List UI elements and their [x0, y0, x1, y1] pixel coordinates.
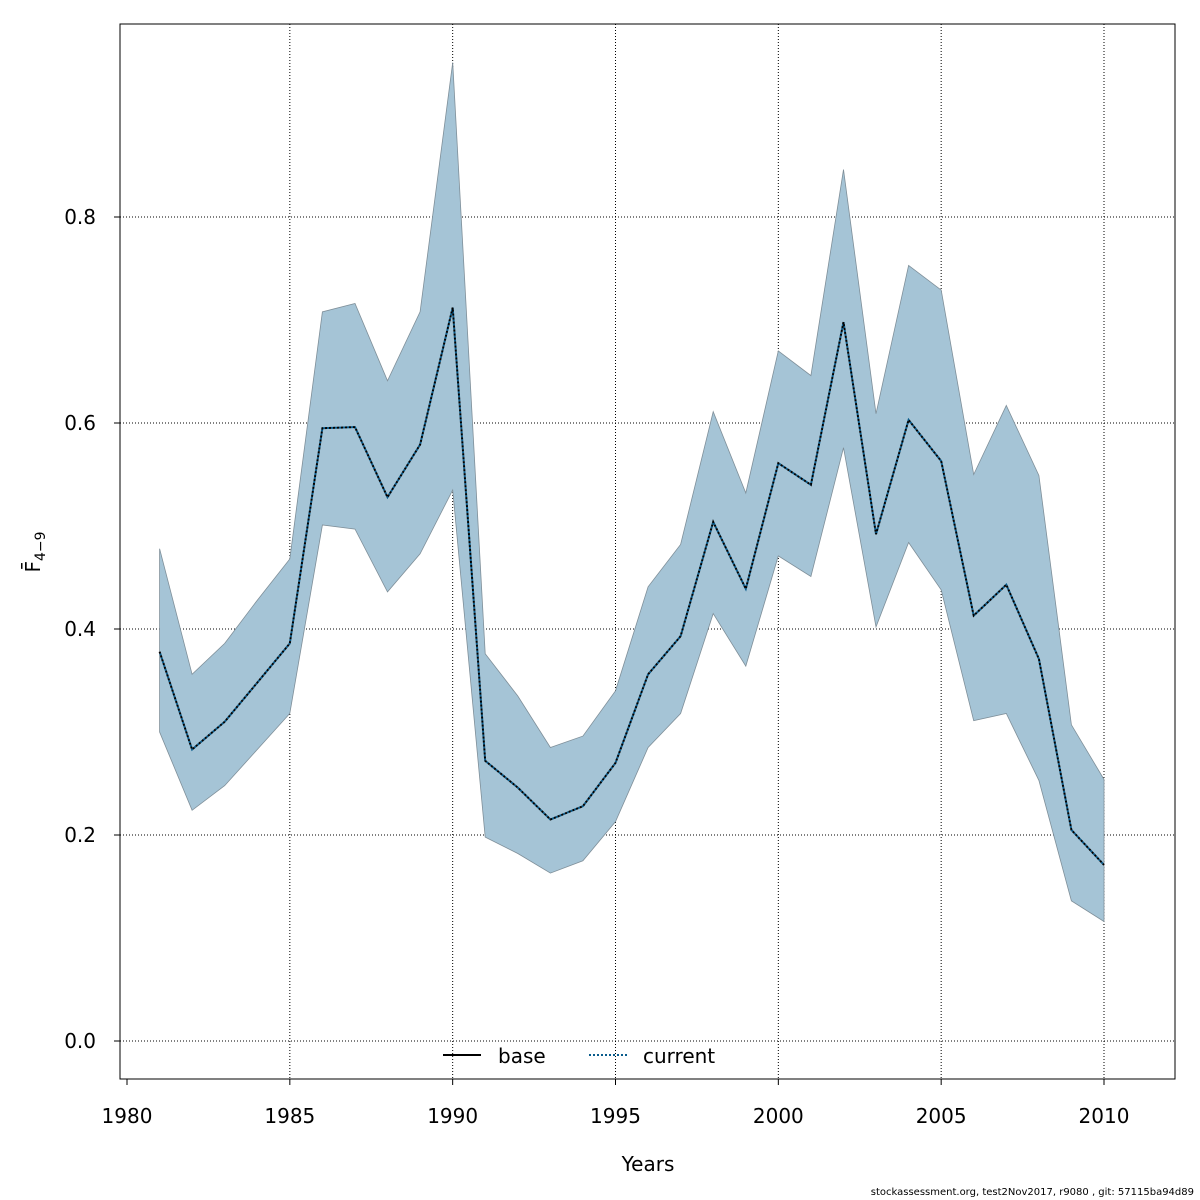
series-line-current — [158, 307, 1105, 866]
legend-label-base: base — [498, 1044, 546, 1068]
x-tick-label: 1990 — [427, 1104, 478, 1128]
y-tick-label: 0.2 — [64, 823, 96, 847]
x-axis-title: Years — [621, 1152, 675, 1176]
x-tick-label: 2010 — [1079, 1104, 1130, 1128]
y-tick-label: 0.6 — [64, 411, 96, 435]
y-tick-label: 0.0 — [64, 1029, 96, 1053]
series-line-current-secondary — [158, 307, 1105, 866]
x-tick-label: 1995 — [590, 1104, 641, 1128]
series-line-layer — [158, 307, 1105, 866]
legend: base current — [443, 1044, 715, 1068]
y-tick-label: 0.8 — [64, 205, 96, 229]
footer-credit: stockassessment.org, test2Nov2017, r9080… — [870, 1187, 1194, 1198]
x-tick-label: 1980 — [102, 1104, 153, 1128]
confidence-band-layer — [159, 62, 1105, 923]
x-tick-label: 1985 — [264, 1104, 315, 1128]
legend-label-current: current — [643, 1044, 715, 1068]
confidence-band — [159, 62, 1105, 923]
y-axis-title-subscript: 4−9 — [33, 531, 49, 561]
y-axis-title-main: F̄ — [20, 561, 45, 573]
x-tick-label: 2000 — [753, 1104, 804, 1128]
y-tick-label: 0.4 — [64, 617, 96, 641]
y-axis-title: F̄4−9 — [20, 531, 49, 572]
y-axis: 0.0 0.2 0.4 0.6 0.8 — [64, 205, 120, 1053]
x-axis: 1980 1985 1990 1995 2000 2005 2010 — [102, 1078, 1130, 1128]
x-tick-label: 2005 — [916, 1104, 967, 1128]
